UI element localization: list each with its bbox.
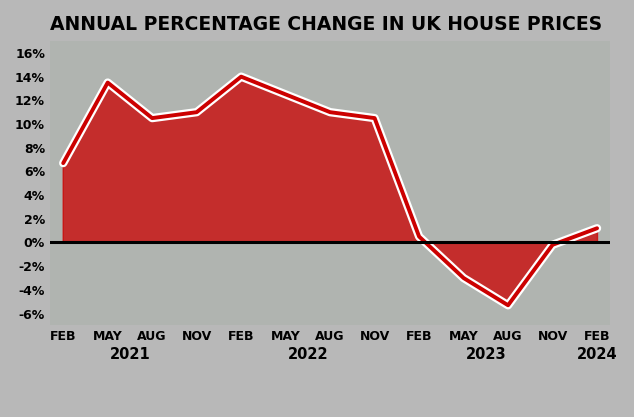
Text: ANNUAL PERCENTAGE CHANGE IN UK HOUSE PRICES: ANNUAL PERCENTAGE CHANGE IN UK HOUSE PRI… <box>50 15 602 34</box>
Text: 2023: 2023 <box>465 347 506 362</box>
Text: 2024: 2024 <box>577 347 618 362</box>
Text: 2022: 2022 <box>288 347 328 362</box>
Text: 2021: 2021 <box>110 347 150 362</box>
